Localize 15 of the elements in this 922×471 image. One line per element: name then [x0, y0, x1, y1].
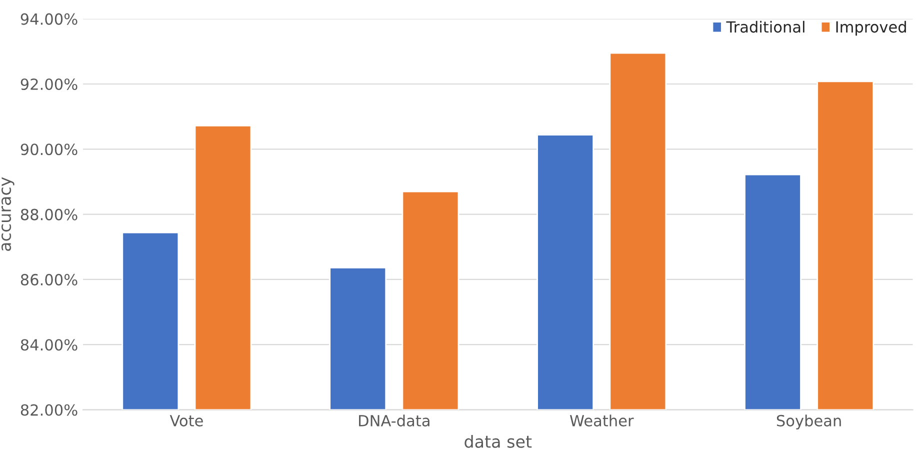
y-tick-label: 86.00% [20, 274, 78, 286]
y-tick-label: 90.00% [20, 144, 78, 156]
legend-label: Traditional [726, 20, 804, 33]
x-tick-label: Soybean [776, 414, 841, 430]
y-tick-label: 82.00% [20, 404, 78, 416]
x-tick-label: Weather [570, 414, 634, 426]
y-tick-label: 88.00% [20, 208, 78, 220]
legend-label: Improved [836, 20, 906, 36]
y-tick-label: 84.00% [20, 339, 78, 351]
x-tick-label: Vote [170, 415, 203, 426]
y-tick-label: 92.00% [20, 78, 78, 90]
y-axis-title: accuracy [2, 177, 14, 251]
y-tick-label: 94.00% [20, 13, 78, 25]
x-tick-label: DNA-data [359, 414, 430, 426]
x-axis-title: data set [464, 434, 532, 448]
